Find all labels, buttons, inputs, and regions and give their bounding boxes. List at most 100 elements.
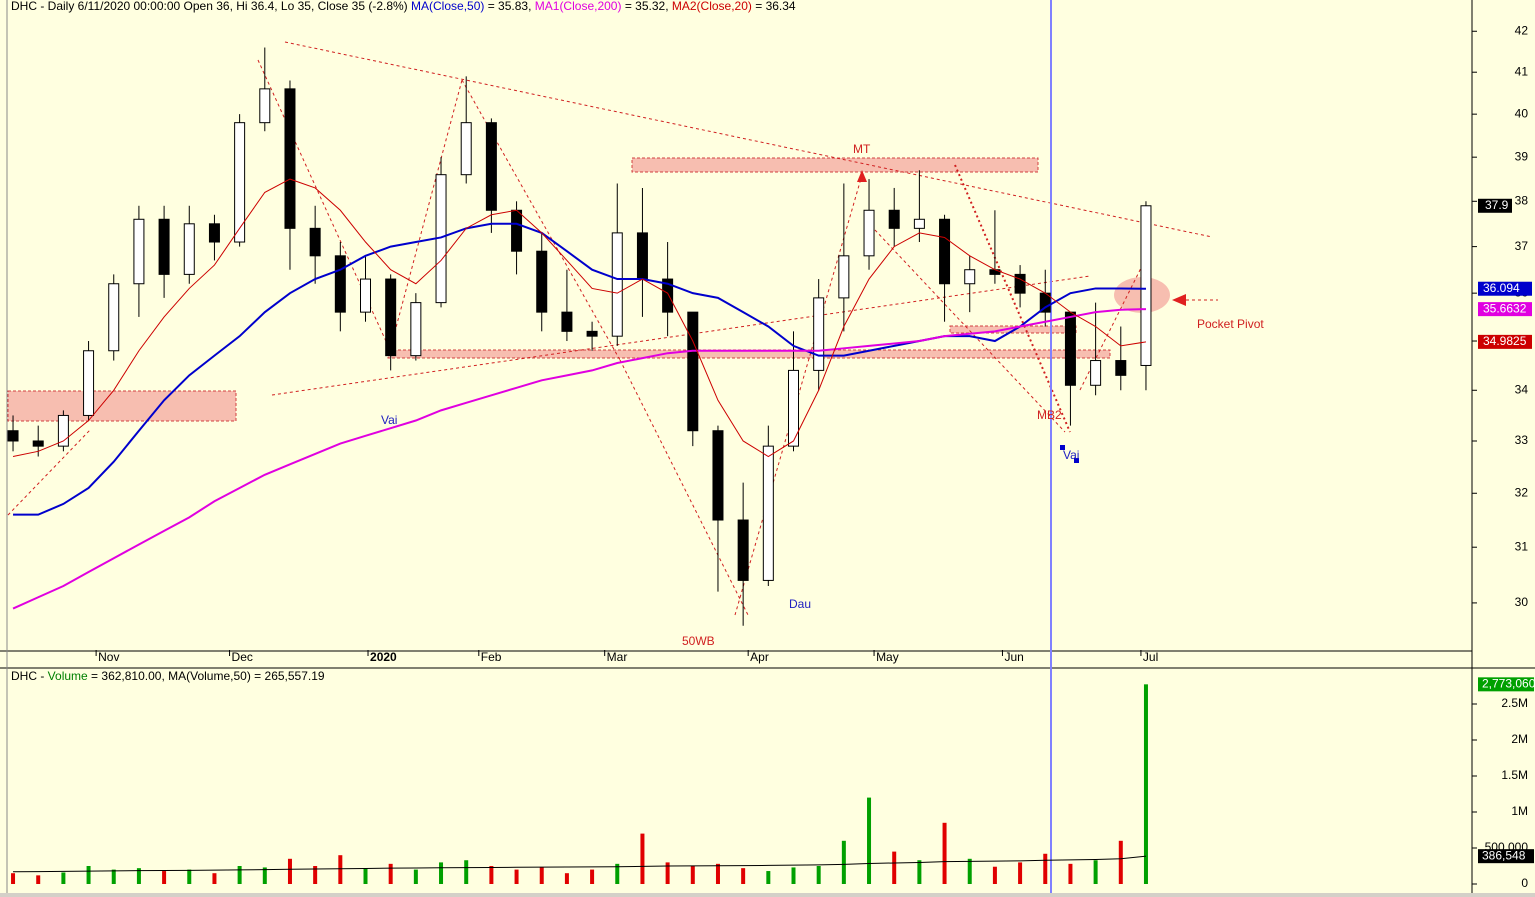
y-tick-label: 33: [1515, 433, 1529, 447]
last-value-label: 34.9825: [1483, 334, 1527, 348]
last-value-box: [1478, 677, 1534, 692]
volume-bar: [1118, 840, 1123, 884]
volume-bar: [237, 866, 242, 884]
volume-bar: [413, 869, 418, 884]
volume-bar: [1143, 684, 1148, 884]
header-title: DHC - Daily 6/11/2020 00:00:00 Open 36, …: [11, 0, 408, 13]
trendline: [7, 429, 91, 516]
volume-bar: [36, 875, 41, 884]
drawings: [7, 157, 1170, 422]
volume-bar: [816, 866, 821, 884]
candle-body: [813, 297, 825, 371]
volume-bar: [867, 797, 872, 884]
volume-bar: [1043, 853, 1048, 884]
y-tick-label: 30: [1515, 595, 1529, 609]
volume-bar: [338, 855, 343, 884]
last-value-box: [1478, 198, 1512, 213]
marker: [1060, 445, 1065, 450]
volume-bar: [917, 860, 922, 884]
candle-body: [334, 255, 346, 313]
candle-body: [687, 311, 699, 432]
header-series: MA1(Close,200): [535, 0, 622, 13]
y-tick-label: 0: [1521, 876, 1528, 890]
volume-bar: [892, 851, 897, 884]
last-value-box: [1478, 334, 1532, 349]
y-tick-label: 2.5M: [1501, 696, 1528, 710]
y-tick-label: 1M: [1511, 804, 1528, 818]
annotation: 50WB: [682, 634, 715, 648]
y-tick-label: 42: [1515, 23, 1529, 37]
volume-bar: [564, 873, 569, 884]
last-value-box: [1478, 849, 1534, 864]
channel: [954, 164, 1071, 433]
y-tick-label: 37: [1515, 239, 1529, 253]
volume-bar: [992, 866, 997, 884]
header-series: Volume: [48, 669, 88, 683]
candle-body: [737, 519, 749, 581]
annotation: Pocket Pivot: [1197, 317, 1264, 331]
header-title: DHC -: [11, 669, 44, 683]
candle-body: [536, 250, 548, 313]
arrow-head: [857, 170, 867, 182]
volume-bar: [690, 866, 695, 884]
volume-bar: [715, 863, 720, 884]
candle-body: [662, 278, 674, 313]
y-tick-label: 32: [1515, 485, 1529, 499]
volume-bar: [741, 868, 746, 884]
candle-body: [485, 122, 497, 211]
volume-bar: [640, 833, 645, 884]
annotation: MT: [853, 142, 871, 156]
candle-body: [158, 218, 170, 275]
candle-body: [913, 218, 925, 229]
y-tick-label: 1.5M: [1501, 768, 1528, 782]
x-tick-label: Nov: [98, 650, 119, 664]
volume-bar: [111, 869, 116, 884]
volume-bar: [489, 866, 494, 884]
candle-body: [1115, 360, 1127, 376]
y-tick-label: 39: [1515, 149, 1529, 163]
last-value-label: 36.094: [1483, 281, 1520, 295]
candle-body: [939, 218, 951, 285]
x-tick-label: 2020: [370, 650, 397, 664]
candle-body: [385, 278, 397, 357]
candle-body: [133, 218, 145, 285]
candle-body: [32, 440, 44, 447]
x-tick-label: Apr: [750, 650, 769, 664]
trendline: [874, 229, 1066, 433]
volume-bar: [363, 868, 368, 884]
candle-body: [636, 232, 648, 280]
header-value: = 36.34: [755, 0, 796, 13]
volume-bar: [1068, 863, 1073, 884]
y-tick-label: 40: [1515, 106, 1529, 120]
volume-bar: [187, 869, 192, 884]
volume-bar: [86, 866, 91, 884]
candle-body: [712, 430, 724, 521]
trendline: [389, 79, 463, 351]
candle-body: [57, 414, 69, 447]
candle-body: [989, 269, 1001, 275]
header-series: MA(Close,50): [411, 0, 484, 13]
header-series: MA2(Close,20): [672, 0, 752, 13]
zone: [7, 390, 237, 422]
x-tick-label: Dec: [232, 650, 253, 664]
candle-body: [888, 209, 900, 229]
ma-line: [12, 308, 1146, 610]
candle-body: [83, 350, 95, 416]
last-value-label: 37.9: [1485, 198, 1509, 212]
tab-strip: [0, 893, 1535, 897]
channel-line: [954, 164, 1071, 433]
candle-body: [208, 223, 220, 243]
candle-body: [1064, 311, 1076, 386]
volume-bar: [967, 858, 972, 884]
volume-bar: [791, 867, 796, 884]
annotation: Vai: [1063, 448, 1079, 462]
y-tick-label: 31: [1515, 539, 1529, 553]
candle-body: [787, 369, 799, 447]
volume-bar: [11, 873, 16, 884]
x-tick-label: Feb: [481, 650, 502, 664]
x-tick-label: Mar: [607, 650, 628, 664]
candle-body: [309, 227, 321, 257]
candle-body: [234, 122, 246, 243]
x-tick-label: Jun: [1004, 650, 1023, 664]
price-header: DHC - Daily 6/11/2020 00:00:00 Open 36, …: [11, 0, 796, 13]
